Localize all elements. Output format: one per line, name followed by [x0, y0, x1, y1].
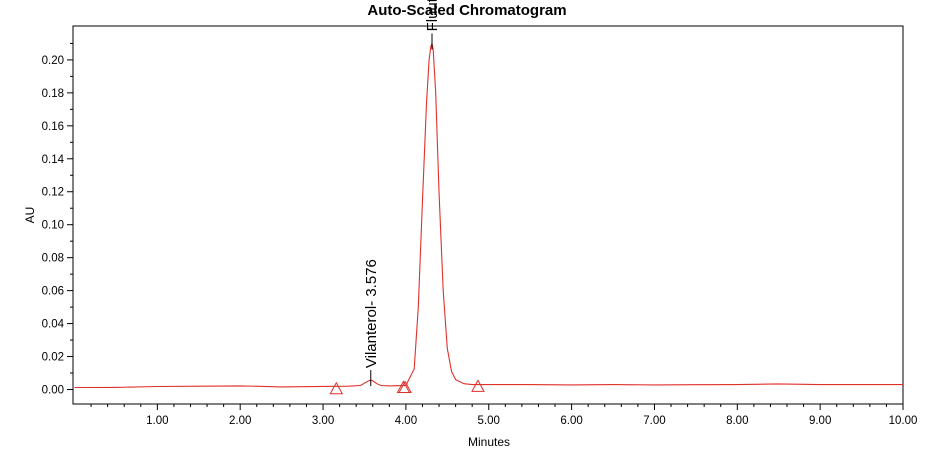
- x-tick-label: 8.00: [726, 415, 748, 427]
- x-tick-label: 10.00: [889, 415, 918, 427]
- chart-title: Auto-Scaled Chromatogram: [367, 2, 566, 19]
- x-tick-label: 6.00: [560, 415, 582, 427]
- x-tick-label: 3.00: [312, 415, 334, 427]
- peak-label: Vilanterol- 3.576: [363, 259, 380, 368]
- y-tick-label: 0.02: [42, 352, 64, 364]
- y-tick-label: 0.00: [42, 385, 64, 397]
- integration-marker: [398, 380, 412, 393]
- y-tick-label: 0.06: [42, 286, 64, 298]
- x-tick-label: 5.00: [478, 415, 500, 427]
- y-axis-label: AU: [23, 207, 37, 224]
- chromatogram-trace: [74, 41, 903, 389]
- peak-label: Fluuticasone - 4.315: [424, 0, 441, 31]
- y-tick-label: 0.16: [42, 121, 64, 133]
- x-axis-label: Minutes: [468, 435, 510, 449]
- y-tick-label: 0.18: [42, 88, 64, 100]
- x-tick-label: 9.00: [809, 415, 831, 427]
- y-tick-label: 0.14: [42, 154, 65, 166]
- x-tick-label: 1.00: [146, 415, 168, 427]
- integration-marker: [329, 381, 344, 395]
- x-tick-label: 2.00: [229, 415, 251, 427]
- integration-marker: [471, 379, 485, 392]
- y-tick-label: 0.08: [42, 253, 64, 265]
- y-tick-label: 0.10: [42, 220, 64, 232]
- y-tick-label: 0.20: [42, 55, 64, 67]
- x-tick-label: 7.00: [643, 415, 665, 427]
- plot-area: 0.00 0.02 0.04 0.06 0.08 0.10 0.12 0.14 0.16 0.18…: [42, 0, 918, 427]
- x-tick-label: 4.00: [395, 415, 417, 427]
- y-tick-label: 0.12: [42, 187, 64, 199]
- plot-frame: [72, 25, 904, 405]
- y-tick-label: 0.04: [42, 319, 65, 331]
